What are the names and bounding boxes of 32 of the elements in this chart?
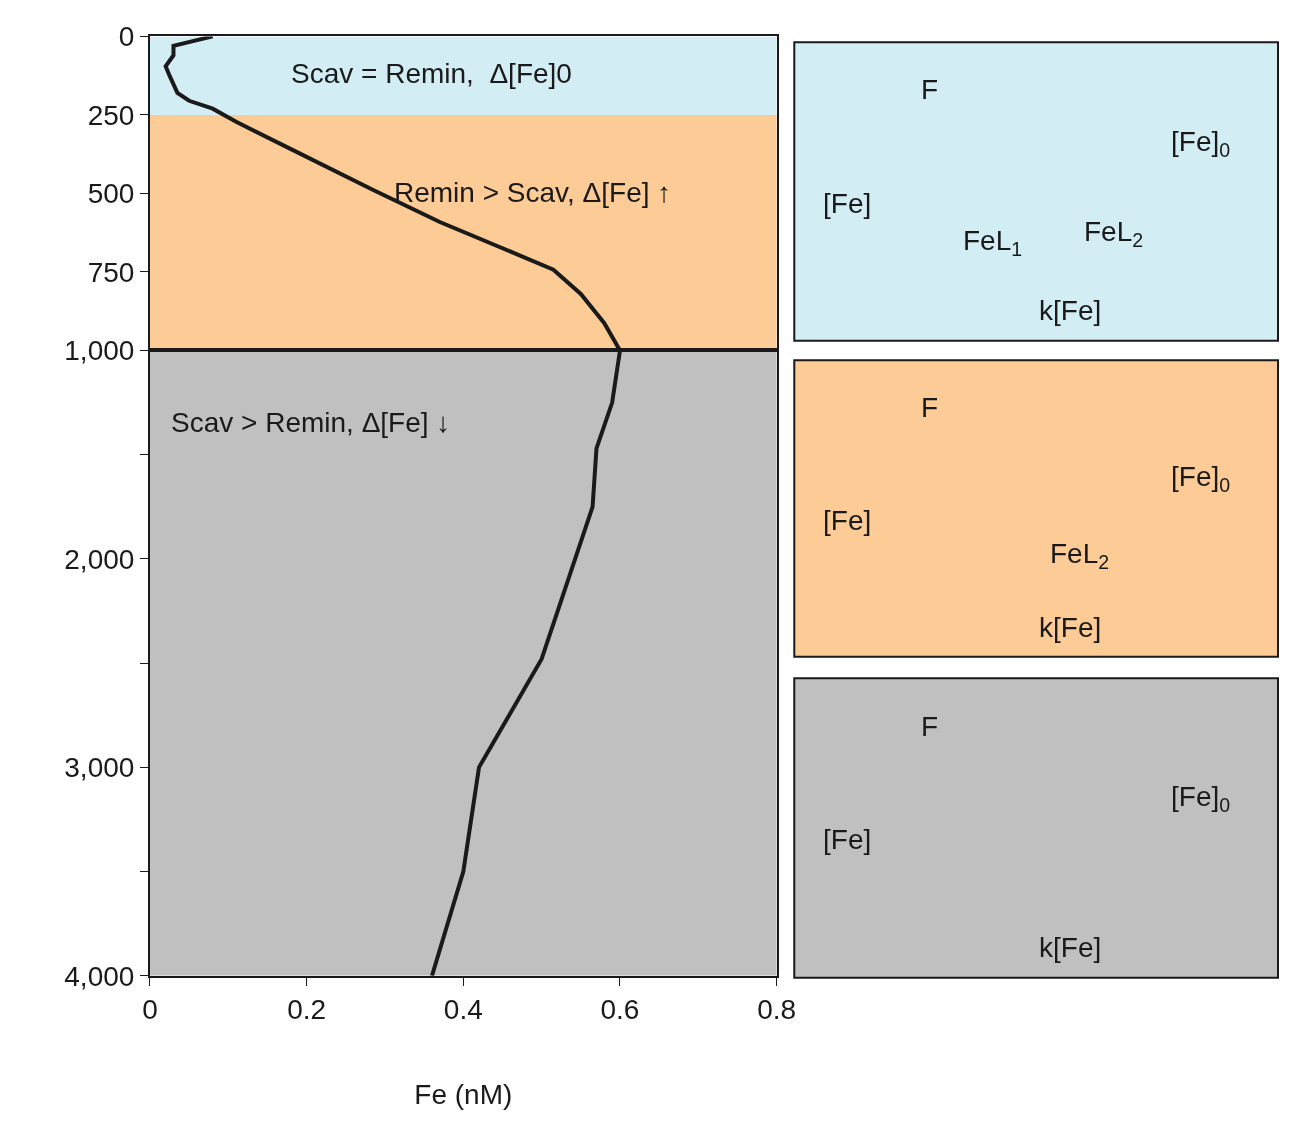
- x-tick-label: 0.2: [287, 994, 327, 1026]
- text: FeL$_{2}$: [1084, 216, 1144, 251]
- y-tick-label: 750: [87, 256, 135, 288]
- y-tick-label: 0: [118, 21, 135, 53]
- text: F: [921, 711, 939, 742]
- y-tick-label: 2,000: [64, 543, 135, 575]
- text: k[Fe]: [1039, 295, 1102, 326]
- text: FeL$_{2}$: [1050, 538, 1110, 573]
- x-tick-label: 0.4: [443, 994, 483, 1026]
- x-tick-label: 0: [142, 994, 158, 1026]
- text: k[Fe]: [1039, 932, 1102, 963]
- y-tick-label: 1,000: [64, 335, 135, 367]
- x-axis-title: Fe (nM): [414, 1078, 513, 1110]
- text: F: [921, 74, 939, 105]
- x-tick-label: 0.6: [600, 994, 640, 1026]
- band-label: Remin > Scav, Δ[Fe] ↑: [394, 177, 672, 208]
- x-tick-label: 0.8: [757, 994, 797, 1026]
- text: [Fe]$_{0}$: [1171, 781, 1231, 816]
- y-tick-label: 4,000: [64, 960, 135, 992]
- y-tick-label: 250: [87, 99, 135, 131]
- text: [Fe]$_{0}$: [1171, 461, 1231, 496]
- band-label: Scav = Remin, Δ[Fe]0: [291, 58, 572, 89]
- text: k[Fe]: [1039, 612, 1102, 643]
- text: [Fe]$_{0}$: [1171, 126, 1231, 161]
- text: [Fe]: [823, 188, 872, 219]
- text: [Fe]: [823, 824, 872, 855]
- text: FeL$_{1}$: [963, 225, 1023, 260]
- y-tick-label: 500: [87, 178, 135, 210]
- text: [Fe]: [823, 505, 872, 536]
- y-tick-label: 3,000: [64, 752, 135, 784]
- band-label: Scav > Remin, Δ[Fe] ↓: [171, 407, 451, 438]
- text: F: [921, 392, 939, 423]
